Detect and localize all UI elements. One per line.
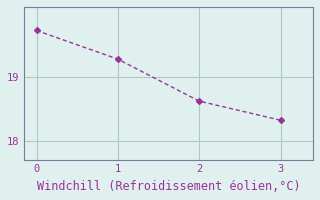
X-axis label: Windchill (Refroidissement éolien,°C): Windchill (Refroidissement éolien,°C)	[37, 180, 300, 193]
